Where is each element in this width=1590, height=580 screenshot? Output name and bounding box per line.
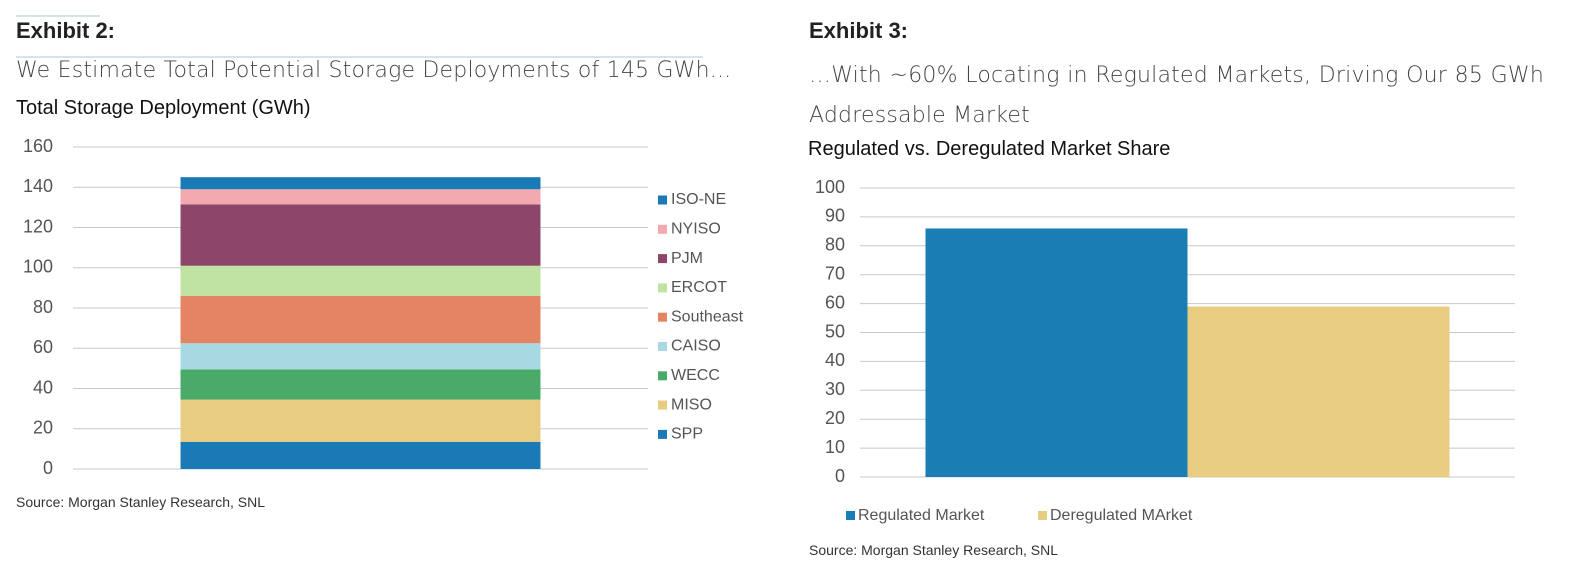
y-tick-label: 60 [33, 337, 53, 357]
y-tick-label: 0 [835, 466, 845, 486]
legend-swatch [658, 195, 667, 205]
legend-swatch [658, 254, 667, 264]
y-tick-label: 0 [43, 458, 53, 478]
subtitle: We Estimate Total Potential Storage Depl… [16, 58, 732, 83]
legend-swatch [658, 224, 667, 234]
bar-segment [180, 295, 541, 344]
chart-title: Regulated vs. Deregulated Market Share [808, 138, 1171, 160]
y-tick-label: 50 [825, 321, 845, 341]
legend-label: Southeast [671, 308, 744, 325]
y-tick-label: 40 [825, 350, 845, 370]
legend-swatch [658, 371, 667, 381]
source: Source: Morgan Stanley Research, SNL [16, 494, 266, 510]
exhibit-label: Exhibit 3: [809, 18, 909, 43]
bar-segment [180, 399, 541, 442]
legend-swatch [658, 283, 667, 293]
legend-label: PJM [671, 250, 703, 267]
legend-label: WECC [671, 367, 720, 384]
legend-swatch [658, 400, 667, 410]
y-tick-label: 20 [825, 408, 845, 428]
y-tick-label: 30 [825, 379, 845, 399]
chart-title: Total Storage Deployment (GWh) [16, 97, 311, 119]
y-tick-label: 140 [23, 176, 53, 196]
legend-label: MISO [671, 396, 712, 413]
y-tick-label: 100 [815, 177, 845, 197]
y-tick-label: 120 [23, 216, 53, 236]
exhibit-label: Exhibit 2: [16, 18, 116, 43]
legend-swatch [846, 511, 855, 520]
bar-segment [180, 343, 541, 370]
bar [925, 228, 1188, 477]
bar-segment [180, 369, 541, 400]
legend-label: Deregulated MArket [1050, 507, 1193, 524]
bar-segment [180, 189, 541, 205]
legend-label: ERCOT [671, 279, 727, 296]
legend-swatch [1038, 511, 1047, 520]
y-tick-label: 40 [33, 377, 53, 397]
y-tick-label: 70 [825, 263, 845, 283]
y-tick-label: 90 [825, 206, 845, 226]
legend-swatch [658, 429, 667, 439]
legend-label: Regulated Market [858, 507, 985, 524]
y-tick-label: 60 [825, 292, 845, 312]
legend-label: NYISO [671, 221, 721, 238]
y-tick-label: 80 [825, 235, 845, 255]
bar-segment [180, 177, 541, 190]
y-tick-label: 80 [33, 297, 53, 317]
legend-label: ISO-NE [671, 191, 726, 208]
y-tick-label: 100 [23, 257, 53, 277]
y-tick-label: 160 [23, 136, 53, 156]
legend-label: SPP [671, 426, 703, 443]
subtitle: …With ~60% Locating in Regulated Markets… [809, 63, 1544, 128]
legend-swatch [658, 342, 667, 351]
source: Source: Morgan Stanley Research, SNL [809, 542, 1059, 558]
y-tick-label: 10 [825, 437, 845, 457]
bar [1187, 306, 1450, 477]
bar-segment [180, 204, 541, 266]
legend-swatch [658, 312, 667, 322]
y-tick-label: 20 [33, 418, 53, 438]
legend-label: CAISO [671, 338, 721, 355]
bar-segment [180, 265, 541, 296]
bar-segment [180, 441, 541, 469]
